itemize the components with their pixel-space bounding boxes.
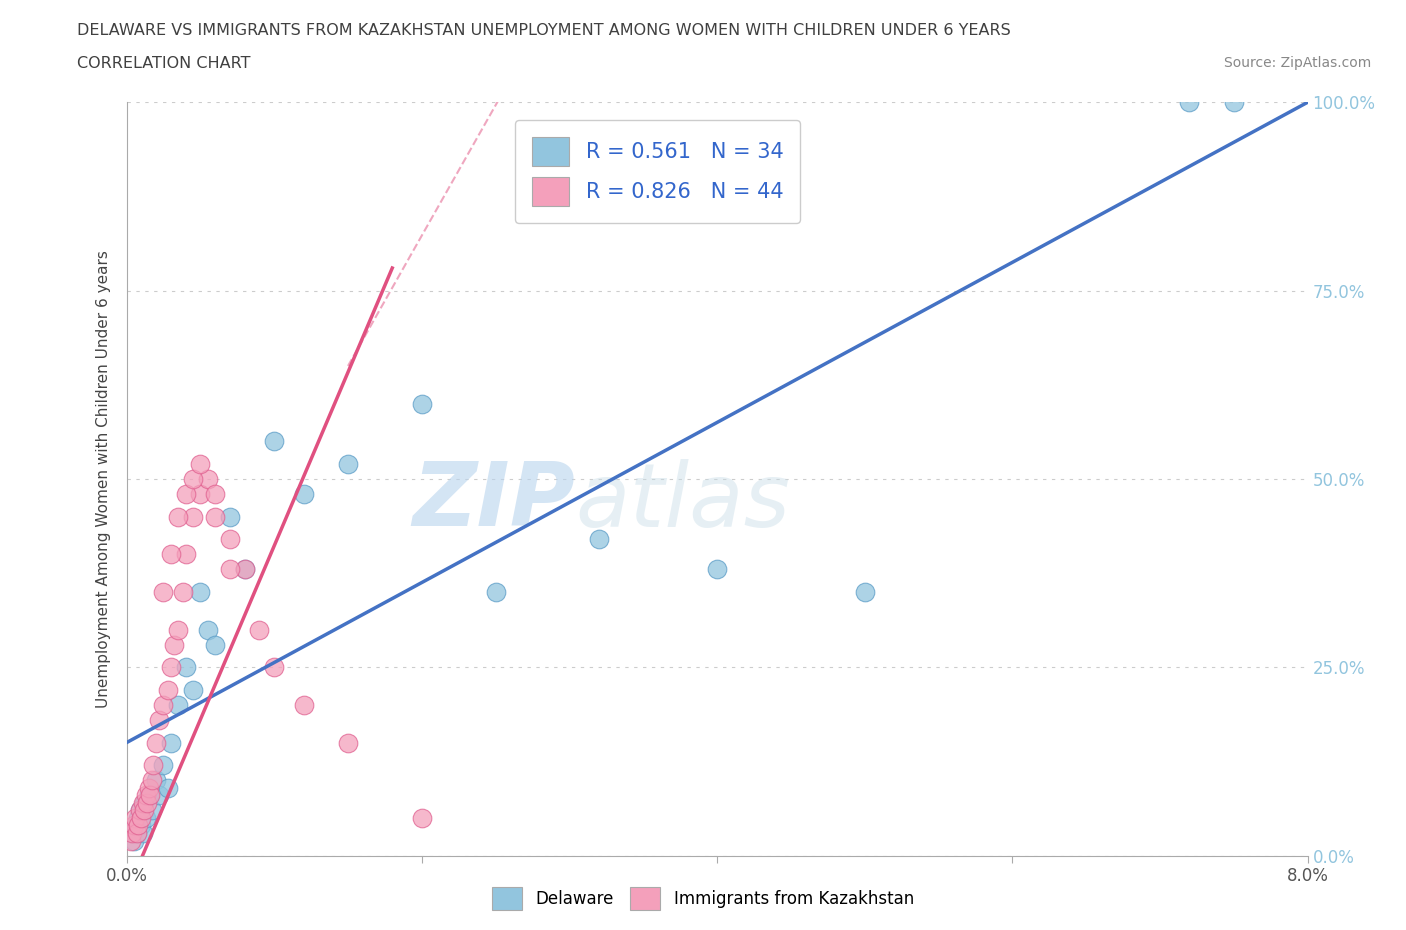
Point [197,622,219,637]
Point [125,826,148,841]
Point [219,510,242,525]
Point [337,735,360,750]
Text: Source: ZipAtlas.com: Source: ZipAtlas.com [1223,56,1371,70]
Point [145,735,167,750]
Point [163,637,186,652]
Point [219,562,242,577]
Point [138,788,160,803]
Legend: R = 0.561   N = 34, R = 0.826   N = 44: R = 0.561 N = 34, R = 0.826 N = 44 [515,120,800,223]
Point [181,472,204,486]
Point [152,585,174,600]
Point [172,585,194,600]
Point [134,803,156,817]
Point [139,788,162,803]
Point [128,803,150,817]
Point [1223,95,1246,110]
Point [136,795,159,810]
Y-axis label: Unemployment Among Women with Children Under 6 years: Unemployment Among Women with Children U… [96,250,111,708]
Point [141,773,163,788]
Point [204,637,226,652]
Point [292,698,315,712]
Point [188,486,212,501]
Point [124,818,146,833]
Point [129,811,153,826]
Point [204,486,226,501]
Point [263,433,285,449]
Point [160,735,183,750]
Point [124,811,146,826]
Point [181,683,204,698]
Point [249,622,271,637]
Point [125,826,148,841]
Point [337,457,360,472]
Text: CORRELATION CHART: CORRELATION CHART [77,56,250,71]
Legend: Delaware, Immigrants from Kazakhstan: Delaware, Immigrants from Kazakhstan [485,880,921,917]
Point [160,547,183,562]
Point [174,486,197,501]
Point [174,660,197,675]
Point [233,562,256,577]
Point [152,698,174,712]
Point [411,811,433,826]
Point [188,457,212,472]
Point [197,472,219,486]
Point [174,547,197,562]
Point [233,562,256,577]
Point [132,795,155,810]
Point [121,826,143,841]
Point [167,698,190,712]
Point [156,780,179,795]
Point [128,803,150,817]
Point [132,826,155,841]
Point [141,803,163,817]
Point [138,780,160,795]
Point [204,510,226,525]
Point [706,562,728,577]
Point [148,712,170,727]
Point [142,758,165,773]
Point [135,811,157,826]
Point [292,486,315,501]
Text: ZIP: ZIP [412,458,575,545]
Point [411,396,433,411]
Point [122,818,145,833]
Point [134,795,156,810]
Point [129,818,153,833]
Point [219,532,242,547]
Point [167,622,190,637]
Point [181,510,204,525]
Point [484,585,508,600]
Point [127,818,149,833]
Point [1178,95,1201,110]
Point [127,811,149,826]
Point [135,788,157,803]
Point [853,585,876,600]
Point [188,585,212,600]
Point [148,788,170,803]
Text: atlas: atlas [575,458,790,545]
Point [145,773,167,788]
Point [122,833,145,848]
Point [160,660,183,675]
Point [263,660,285,675]
Point [156,683,179,698]
Point [588,532,610,547]
Point [167,510,190,525]
Point [152,758,174,773]
Point [120,833,142,848]
Text: DELAWARE VS IMMIGRANTS FROM KAZAKHSTAN UNEMPLOYMENT AMONG WOMEN WITH CHILDREN UN: DELAWARE VS IMMIGRANTS FROM KAZAKHSTAN U… [77,23,1011,38]
